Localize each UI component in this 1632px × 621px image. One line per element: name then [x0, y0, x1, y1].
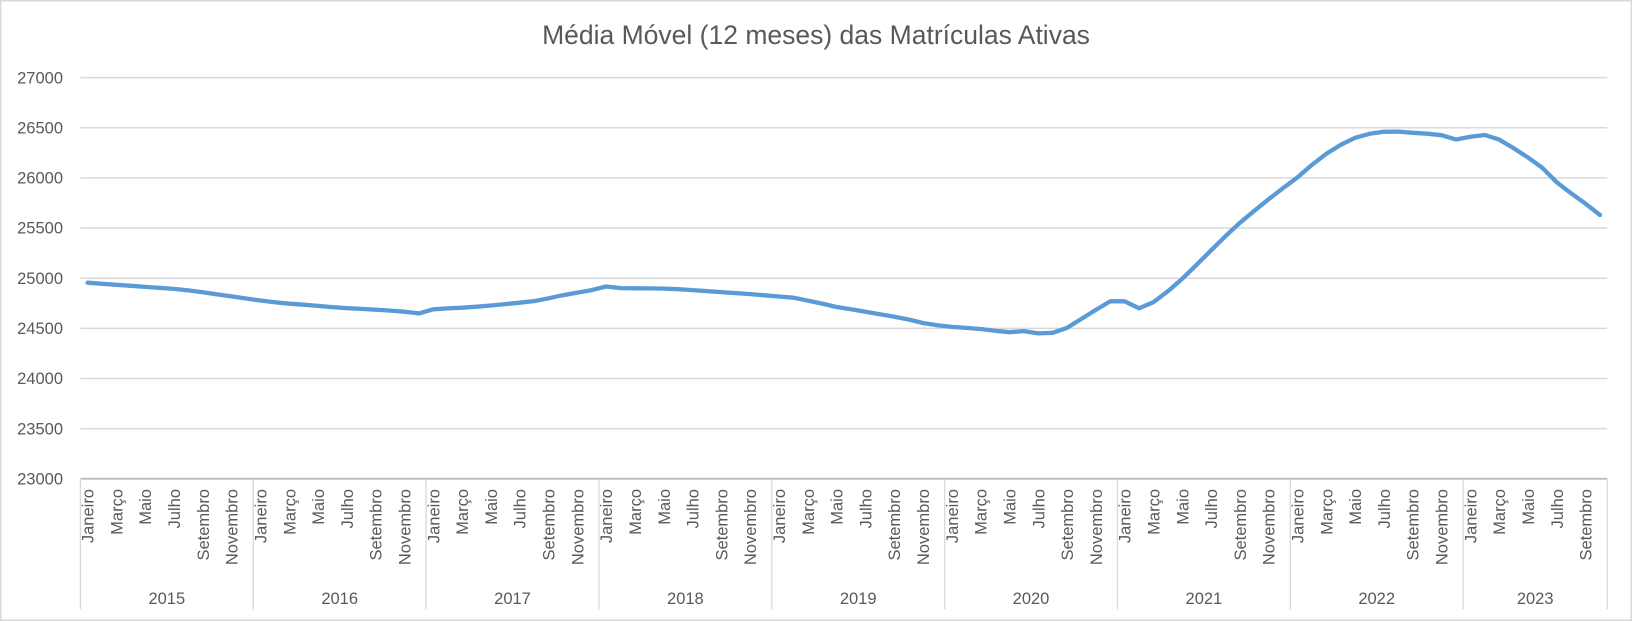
- svg-text:Março: Março: [800, 489, 818, 535]
- svg-text:Setembro: Setembro: [368, 489, 386, 561]
- svg-text:Maio: Maio: [1001, 489, 1019, 525]
- svg-text:Novembro: Novembro: [569, 489, 587, 565]
- svg-text:2015: 2015: [148, 590, 185, 608]
- svg-text:27000: 27000: [17, 69, 63, 87]
- svg-text:Janeiro: Janeiro: [771, 489, 789, 543]
- svg-text:Janeiro: Janeiro: [80, 489, 98, 543]
- svg-text:Julho: Julho: [857, 489, 875, 528]
- svg-text:Julho: Julho: [1203, 489, 1221, 528]
- svg-text:Julho: Julho: [512, 489, 530, 528]
- svg-text:Julho: Julho: [1549, 489, 1567, 528]
- svg-text:Janeiro: Janeiro: [1462, 489, 1480, 543]
- svg-text:Julho: Julho: [339, 489, 357, 528]
- svg-text:2020: 2020: [1013, 590, 1050, 608]
- svg-text:Novembro: Novembro: [742, 489, 760, 565]
- svg-text:Maio: Maio: [1520, 489, 1538, 525]
- svg-text:Março: Março: [973, 489, 991, 535]
- svg-text:Março: Março: [1491, 489, 1509, 535]
- svg-text:Novembro: Novembro: [1261, 489, 1279, 565]
- svg-text:Maio: Maio: [656, 489, 674, 525]
- svg-text:Janeiro: Janeiro: [944, 489, 962, 543]
- svg-text:Setembro: Setembro: [195, 489, 213, 561]
- svg-text:2021: 2021: [1186, 590, 1223, 608]
- svg-text:Média Móvel (12 meses) das Mat: Média Móvel (12 meses) das Matrículas At…: [542, 20, 1090, 50]
- svg-text:Janeiro: Janeiro: [252, 489, 270, 543]
- svg-text:Maio: Maio: [310, 489, 328, 525]
- svg-text:Novembro: Novembro: [224, 489, 242, 565]
- svg-text:Setembro: Setembro: [886, 489, 904, 561]
- svg-text:23500: 23500: [17, 420, 63, 438]
- svg-text:Março: Março: [1146, 489, 1164, 535]
- svg-text:Janeiro: Janeiro: [1117, 489, 1135, 543]
- svg-text:25500: 25500: [17, 220, 63, 238]
- svg-text:Julho: Julho: [1030, 489, 1048, 528]
- svg-text:Novembro: Novembro: [915, 489, 933, 565]
- svg-text:Março: Março: [108, 489, 126, 535]
- svg-text:Setembro: Setembro: [541, 489, 559, 561]
- svg-text:Janeiro: Janeiro: [598, 489, 616, 543]
- svg-text:Janeiro: Janeiro: [425, 489, 443, 543]
- svg-text:Maio: Maio: [137, 489, 155, 525]
- svg-text:Julho: Julho: [1376, 489, 1394, 528]
- svg-text:Setembro: Setembro: [1578, 489, 1596, 561]
- svg-text:2017: 2017: [494, 590, 531, 608]
- svg-text:24000: 24000: [17, 370, 63, 388]
- svg-text:Março: Março: [454, 489, 472, 535]
- svg-text:26000: 26000: [17, 170, 63, 188]
- svg-text:Maio: Maio: [1347, 489, 1365, 525]
- svg-text:Novembro: Novembro: [397, 489, 415, 565]
- svg-text:2023: 2023: [1517, 590, 1554, 608]
- svg-text:Setembro: Setembro: [1059, 489, 1077, 561]
- svg-text:24500: 24500: [17, 320, 63, 338]
- svg-text:2019: 2019: [840, 590, 877, 608]
- svg-text:2022: 2022: [1358, 590, 1395, 608]
- svg-text:2016: 2016: [321, 590, 358, 608]
- svg-text:26500: 26500: [17, 119, 63, 137]
- svg-text:25000: 25000: [17, 270, 63, 288]
- svg-text:Maio: Maio: [1174, 489, 1192, 525]
- svg-text:Julho: Julho: [166, 489, 184, 528]
- svg-text:Janeiro: Janeiro: [1290, 489, 1308, 543]
- svg-text:Setembro: Setembro: [1405, 489, 1423, 561]
- svg-text:Março: Março: [281, 489, 299, 535]
- svg-text:Março: Março: [627, 489, 645, 535]
- svg-text:Novembro: Novembro: [1088, 489, 1106, 565]
- svg-text:23000: 23000: [17, 471, 63, 489]
- svg-text:Setembro: Setembro: [1232, 489, 1250, 561]
- svg-text:Maio: Maio: [829, 489, 847, 525]
- svg-text:Julho: Julho: [685, 489, 703, 528]
- svg-text:Março: Março: [1318, 489, 1336, 535]
- svg-text:Novembro: Novembro: [1434, 489, 1452, 565]
- svg-text:2018: 2018: [667, 590, 704, 608]
- svg-text:Setembro: Setembro: [713, 489, 731, 561]
- svg-text:Maio: Maio: [483, 489, 501, 525]
